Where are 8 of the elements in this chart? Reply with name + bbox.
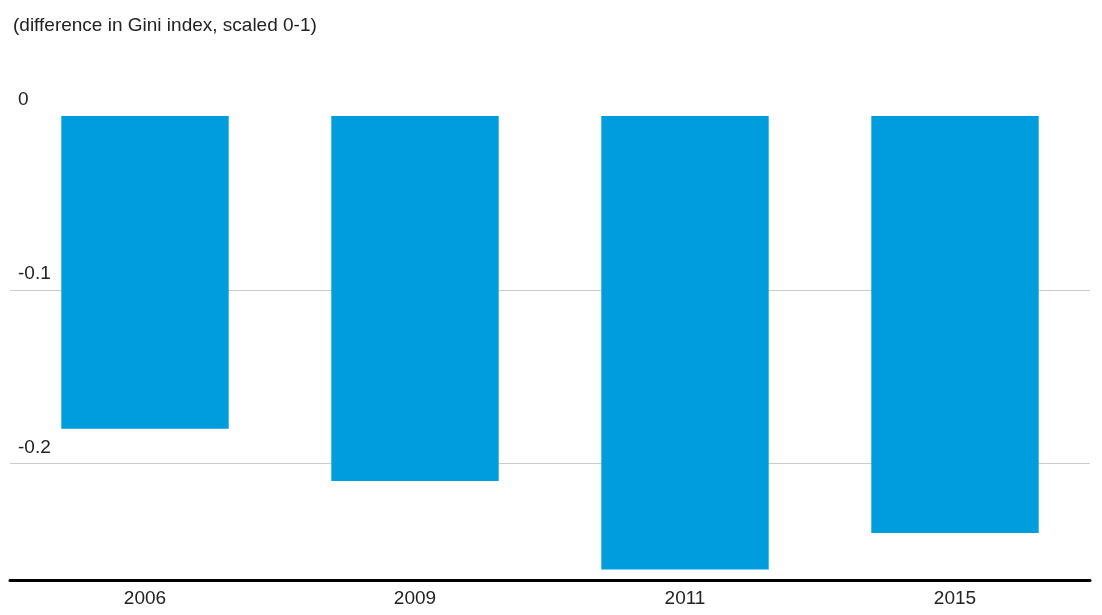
x-tick-label: 2006 [123,587,167,608]
y-tick-label: -0.2 [18,435,51,457]
y-tick-label: -0.1 [18,261,51,283]
x-tick-label: 2011 [664,587,706,608]
y-tick-label: 0 [18,88,29,109]
x-tick-label: 2015 [933,587,977,608]
x-tick-label: 2009 [393,587,437,608]
chart-subtitle: (difference in Gini index, scaled 0-1) [13,14,317,35]
